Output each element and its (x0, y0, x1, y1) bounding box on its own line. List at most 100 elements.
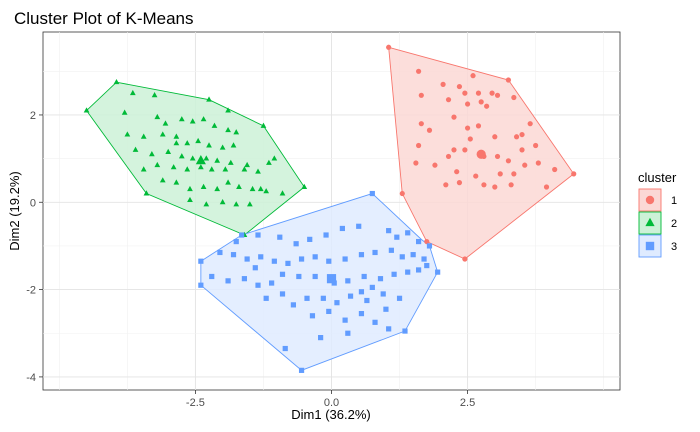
cluster-1-point (533, 142, 539, 149)
cluster-1-point (519, 131, 525, 138)
cluster-3-point (312, 254, 318, 260)
cluster-2-point (173, 140, 180, 146)
cluster-3-point (424, 262, 430, 269)
cluster-3-point (358, 310, 365, 317)
cluster-3-centroid (326, 274, 337, 284)
legend: cluster 1 2 3 (638, 170, 677, 258)
cluster-3-point (358, 252, 365, 258)
cluster-2-point (219, 199, 226, 205)
cluster-3-point (320, 295, 326, 301)
cluster-1-point (571, 171, 577, 177)
cluster-2-point (279, 190, 286, 196)
cluster-2-point (260, 122, 267, 128)
cluster-1-point (418, 121, 424, 127)
cluster-3-point (415, 238, 422, 245)
cluster-2-point (151, 92, 158, 98)
cluster-3-point (369, 190, 375, 197)
cluster-2-point (233, 129, 240, 135)
legend-marker-3 (645, 241, 655, 251)
cluster-2-point (233, 201, 240, 207)
cluster-2-point (159, 131, 166, 137)
cluster-2-point (189, 155, 196, 161)
cluster-3-point (345, 278, 351, 284)
cluster-1-centroid (476, 149, 486, 159)
cluster-2-point (222, 166, 229, 172)
cluster-2-point (140, 166, 147, 172)
cluster-3-point (380, 291, 386, 297)
cluster-2-point (255, 168, 261, 174)
cluster-1-point (475, 90, 482, 96)
cluster-3-point (244, 256, 250, 262)
cluster-2-point (249, 185, 256, 192)
cluster-1-point (552, 166, 558, 173)
cluster-1-point (399, 190, 405, 197)
cluster-3-point (405, 269, 411, 275)
cluster-3-point (364, 297, 370, 304)
cluster-2-point (187, 196, 193, 203)
cluster-3-point (421, 256, 427, 262)
legend-label-2: 2 (671, 218, 677, 230)
cluster-2-point (197, 164, 204, 170)
cluster-2-point (225, 126, 231, 133)
cluster-3-point (347, 293, 354, 299)
cluster-3-point (255, 282, 261, 288)
cluster-3-point (307, 236, 313, 242)
cluster-1-point (508, 182, 514, 188)
cluster-3-point (402, 328, 408, 334)
cluster-1-point (484, 103, 490, 109)
cluster-1-point (386, 44, 392, 50)
cluster-1-point (426, 127, 433, 133)
cluster-3-point (391, 271, 397, 277)
cluster-3-point (415, 267, 422, 273)
cluster-3-point (304, 295, 310, 301)
cluster-2-point (203, 201, 210, 207)
cluster-1-point (511, 94, 517, 101)
cluster-2-point (225, 179, 231, 185)
cluster-1-point (519, 147, 525, 153)
cluster-3-point (426, 243, 433, 249)
x-tick-label: 0.0 (324, 397, 339, 409)
cluster-3-point (309, 313, 316, 319)
cluster-3-point (282, 345, 288, 352)
cluster-3-point (230, 252, 237, 258)
cluster-3-point (405, 230, 411, 236)
cluster-2-point (246, 201, 253, 207)
legend-marker-1 (645, 195, 655, 205)
cluster-2-point (132, 146, 139, 152)
cluster-2-point (154, 161, 161, 168)
cluster-2-point (159, 177, 166, 183)
cluster-3-point (293, 241, 299, 247)
cluster-3-point (361, 273, 367, 280)
cluster-2-hull (85, 81, 305, 236)
cluster-2-point (208, 166, 215, 172)
cluster-3-point (372, 319, 378, 325)
cluster-2-point (206, 96, 212, 102)
cluster-3-point (241, 276, 248, 282)
cluster-3-point (356, 223, 362, 229)
cluster-2-point (178, 116, 185, 122)
cluster-3-point (326, 258, 332, 264)
cluster-2-point (187, 185, 193, 192)
cluster-3-hull (200, 193, 439, 371)
cluster-1-point (451, 147, 457, 153)
cluster-3-point (377, 276, 384, 282)
cluster-2-point (219, 144, 226, 150)
cluster-1-point (535, 160, 541, 166)
cluster-2-point (189, 118, 196, 124)
cluster-1-point (456, 83, 463, 90)
cluster-2-point (149, 150, 155, 157)
cluster-2-point (271, 155, 278, 161)
legend-label-3: 3 (671, 241, 677, 253)
cluster-3-point (252, 265, 258, 271)
cluster-3-point (372, 249, 378, 256)
cluster-3-point (269, 280, 275, 286)
cluster-1-point (445, 97, 452, 103)
cluster-3-point (263, 295, 269, 301)
cluster-1-point (492, 184, 498, 190)
cluster-3-point (323, 232, 329, 238)
cluster-3-point (399, 254, 405, 260)
cluster-2-point (143, 190, 150, 196)
cluster-3-point (255, 232, 261, 238)
cluster-3-point (198, 258, 204, 264)
cluster-2-point (241, 166, 248, 172)
